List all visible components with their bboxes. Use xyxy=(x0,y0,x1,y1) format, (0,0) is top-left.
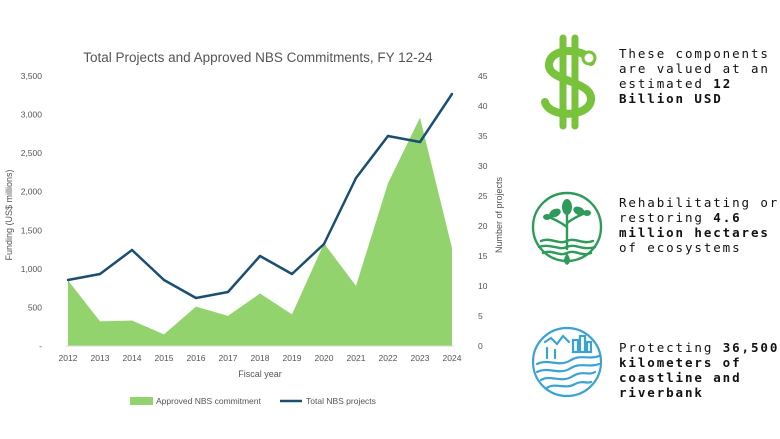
y-left-tick-label: 3,500 xyxy=(21,71,43,81)
x-tick-label: 2020 xyxy=(315,353,334,363)
chart-title: Total Projects and Approved NBS Commitme… xyxy=(83,50,433,65)
ecosystem-tree-icon xyxy=(531,191,603,265)
y-right-tick-label: 15 xyxy=(478,251,488,261)
line-point xyxy=(290,272,294,276)
info-hectares: Rehabilitating or restoring 4.6 million … xyxy=(529,183,780,283)
x-tick-label: 2015 xyxy=(155,353,174,363)
line-point xyxy=(354,176,358,180)
x-tick-label: 2022 xyxy=(379,353,398,363)
line-point xyxy=(322,242,326,246)
x-tick-label: 2014 xyxy=(123,353,142,363)
line-point xyxy=(450,92,454,96)
info-hectares-bold: 4.6 million hectares xyxy=(619,210,770,240)
info-hectares-text: Rehabilitating or restoring 4.6 million … xyxy=(619,195,780,255)
line-point xyxy=(194,296,198,300)
y-left-tick-label: - xyxy=(39,341,42,351)
info-value-text: These components are valued at an estima… xyxy=(619,46,780,106)
y-left-tick-label: 3,000 xyxy=(21,110,43,120)
legend-area-swatch xyxy=(130,397,153,405)
info-coastline-bold: 36,500 kilometers of coastline and river… xyxy=(619,340,780,400)
coastline-icon xyxy=(531,326,603,398)
legend-area-label: Approved NBS commitment xyxy=(156,396,262,406)
y-right-tick-label: 40 xyxy=(478,101,488,111)
x-tick-label: 2019 xyxy=(283,353,302,363)
y-right-tick-label: 20 xyxy=(478,221,488,231)
x-axis-label: Fiscal year xyxy=(238,369,282,379)
line-point xyxy=(98,272,102,276)
line-point xyxy=(258,254,262,258)
info-hectares-post: of ecosystems xyxy=(619,240,742,255)
info-coastline-pre: Protecting xyxy=(619,340,723,355)
info-value: These components are valued at an estima… xyxy=(529,34,780,134)
y-left-tick-label: 2,500 xyxy=(21,148,43,158)
x-tick-label: 2013 xyxy=(91,353,110,363)
info-value-pre: These components are valued at an estima… xyxy=(619,46,770,91)
y-right-tick-label: 10 xyxy=(478,281,488,291)
legend: Approved NBS commitment Total NBS projec… xyxy=(130,396,376,406)
info-coastline-text: Protecting 36,500 kilometers of coastlin… xyxy=(619,340,780,400)
line-point xyxy=(162,278,166,282)
info-coastline: Protecting 36,500 kilometers of coastlin… xyxy=(529,322,780,422)
y-right-tick-label: 45 xyxy=(478,71,488,81)
line-point xyxy=(386,134,390,138)
y-right-tick-label: 35 xyxy=(478,131,488,141)
info-value-bold: 12 Billion USD xyxy=(619,76,733,106)
x-tick-label: 2021 xyxy=(347,353,366,363)
x-tick-label: 2023 xyxy=(411,353,430,363)
x-tick-label: 2018 xyxy=(251,353,270,363)
line-point xyxy=(66,278,70,282)
line-point xyxy=(130,248,134,252)
dollar-sign-icon xyxy=(541,34,597,130)
y-right-tick-label: 5 xyxy=(478,311,483,321)
y-axis-right-label: Number of projects xyxy=(494,176,504,253)
area-approved-nbs-commitment xyxy=(68,117,452,347)
y-right-tick-label: 25 xyxy=(478,191,488,201)
x-tick-label: 2017 xyxy=(219,353,238,363)
y-left-tick-label: 1,500 xyxy=(21,225,43,235)
x-tick-label: 2024 xyxy=(443,353,462,363)
line-point xyxy=(226,290,230,294)
legend-line-label: Total NBS projects xyxy=(306,396,376,406)
chart: Total Projects and Approved NBS Commitme… xyxy=(4,50,504,406)
line-point xyxy=(418,140,422,144)
y-right-tick-label: 0 xyxy=(478,341,483,351)
y-right-tick-label: 30 xyxy=(478,161,488,171)
x-tick-label: 2012 xyxy=(59,353,78,363)
info-hectares-pre: Rehabilitating or restoring xyxy=(619,195,780,225)
y-left-tick-label: 2,000 xyxy=(21,187,43,197)
x-tick-label: 2016 xyxy=(187,353,206,363)
y-axis-left-label: Funding (US$ millions) xyxy=(4,169,14,260)
y-left-tick-label: 1,000 xyxy=(21,264,43,274)
y-left-tick-label: 500 xyxy=(28,302,42,312)
